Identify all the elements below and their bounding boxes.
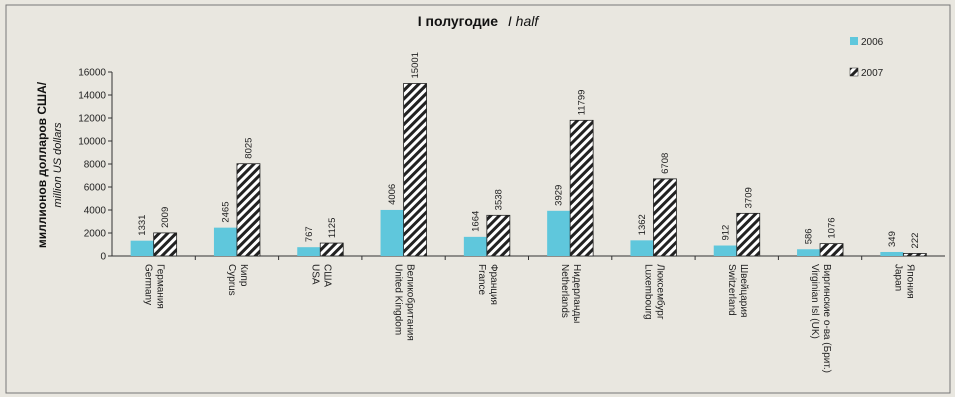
data-label-2007: 15001 bbox=[410, 52, 421, 78]
category-label-en: United Kingdom bbox=[393, 264, 404, 335]
bar-2007 bbox=[819, 243, 844, 257]
data-label-2007: 8025 bbox=[243, 138, 254, 159]
category-label: ЯпонияJapan bbox=[892, 264, 915, 299]
data-label-2006: 1362 bbox=[637, 214, 648, 235]
legend-swatch-2006 bbox=[850, 37, 858, 45]
y-tick-label: 8000 bbox=[84, 160, 107, 171]
y-tick-label: 0 bbox=[100, 252, 106, 263]
category-label-en: Virginian Isl (UK) bbox=[809, 264, 820, 339]
data-label-2006: 3929 bbox=[554, 185, 565, 206]
category-label-ru: Франция bbox=[488, 264, 499, 305]
category-label: ЛюксембургLuxembourg bbox=[642, 264, 666, 320]
category-label-en: France bbox=[476, 264, 487, 296]
data-label-2007: 1076 bbox=[827, 217, 838, 238]
bar-2007 bbox=[319, 242, 344, 257]
category-label-ru: Люксембург bbox=[654, 264, 666, 320]
category-label-ru: Виргинские о-ва (Брит.) bbox=[821, 264, 832, 373]
data-label-2007: 3538 bbox=[493, 189, 504, 210]
data-label-2007: 6708 bbox=[660, 153, 671, 174]
bar-2007 bbox=[653, 178, 677, 257]
category-label: ФранцияFrance bbox=[476, 264, 499, 305]
data-label-2006: 912 bbox=[720, 225, 731, 241]
bar-2007 bbox=[736, 212, 761, 257]
y-tick-label: 14000 bbox=[78, 91, 106, 102]
data-label-2006: 767 bbox=[304, 226, 315, 242]
category-label: НидерландыNetherlands bbox=[559, 264, 582, 323]
category-label-ru: Германия bbox=[155, 264, 166, 309]
category-label: ВеликобританияUnited Kingdom bbox=[393, 264, 417, 341]
y-tick-label: 16000 bbox=[78, 68, 106, 79]
data-label-2007: 1125 bbox=[327, 218, 338, 238]
data-label-2006: 1331 bbox=[137, 215, 148, 236]
y-axis-label: миллионов долларов США/ bbox=[35, 81, 49, 248]
category-label-ru: Нидерланды bbox=[571, 264, 582, 323]
bar-2007 bbox=[153, 232, 178, 257]
data-label-2007: 11799 bbox=[577, 90, 588, 116]
data-label-2007: 3709 bbox=[743, 187, 754, 208]
category-label-en: Luxembourg bbox=[642, 264, 653, 320]
category-label-ru: Швейцария bbox=[738, 264, 749, 317]
legend-label-2006: 2006 bbox=[861, 37, 884, 48]
y-tick-label: 12000 bbox=[78, 114, 106, 125]
legend-label-2007: 2007 bbox=[861, 68, 884, 79]
bar-2006 bbox=[880, 251, 904, 256]
y-tick-label: 4000 bbox=[84, 206, 107, 217]
category-label-en: Japan bbox=[892, 264, 903, 291]
bar-2007 bbox=[236, 163, 261, 257]
bar-2006 bbox=[630, 240, 654, 256]
y-axis-label-en: million US dollars bbox=[52, 122, 64, 207]
bar-2006 bbox=[547, 210, 571, 256]
category-label: Виргинские о-ва (Брит.)Virginian Isl (UK… bbox=[809, 264, 832, 373]
category-label-ru: Кипр bbox=[238, 264, 249, 287]
chart-title: I полугодие I half bbox=[418, 13, 541, 29]
category-label-en: Cyprus bbox=[226, 264, 237, 296]
chart-frame bbox=[5, 4, 951, 394]
legend: 2006 2007 bbox=[849, 37, 884, 79]
bar-2007 bbox=[569, 119, 594, 257]
category-label-ru: США bbox=[321, 264, 332, 287]
bar-2006 bbox=[380, 209, 404, 256]
category-label-en: Germany bbox=[143, 264, 154, 305]
bar-2006 bbox=[797, 249, 821, 256]
bar-2007 bbox=[902, 253, 927, 257]
category-label-ru: Япония bbox=[904, 264, 915, 299]
bar-2006 bbox=[463, 236, 487, 256]
data-label-2006: 4006 bbox=[387, 184, 398, 205]
data-label-2007: 2009 bbox=[160, 207, 171, 228]
category-label: КипрCyprus bbox=[226, 264, 249, 296]
y-tick-label: 6000 bbox=[84, 183, 107, 194]
category-label-en: USA bbox=[309, 264, 320, 285]
category-label: ГерманияGermany bbox=[143, 264, 166, 309]
bar-2007 bbox=[403, 83, 427, 257]
category-label: ШвейцарияSwitzerland bbox=[726, 264, 749, 317]
bar-2006 bbox=[130, 240, 154, 256]
legend-swatch-2007 bbox=[849, 67, 859, 77]
data-label-2006: 349 bbox=[887, 231, 898, 247]
title-en: I half bbox=[508, 13, 540, 29]
category-label-en: Netherlands bbox=[559, 264, 570, 318]
category-label-en: Switzerland bbox=[726, 264, 737, 316]
data-label-2007: 222 bbox=[910, 233, 921, 249]
y-tick-label: 2000 bbox=[84, 229, 107, 240]
title-ru: I полугодие bbox=[418, 13, 498, 29]
bar-2006 bbox=[213, 227, 237, 256]
y-tick-label: 10000 bbox=[78, 137, 106, 148]
data-label-2006: 1664 bbox=[470, 211, 481, 232]
data-label-2006: 2465 bbox=[220, 202, 231, 223]
bar-2006 bbox=[713, 245, 737, 256]
bar-2007 bbox=[486, 214, 511, 257]
data-label-2006: 586 bbox=[804, 228, 815, 244]
category-label-ru: Великобритания bbox=[405, 264, 417, 341]
category-label: СШАUSA bbox=[309, 264, 332, 287]
bar-2006 bbox=[297, 247, 321, 256]
